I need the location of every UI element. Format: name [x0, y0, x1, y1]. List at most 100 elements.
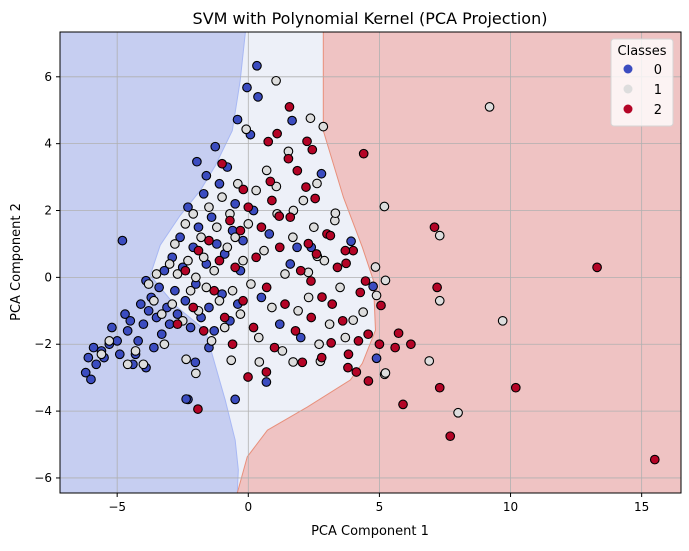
data-point-class-1 — [238, 255, 248, 266]
data-point-class-0 — [230, 394, 241, 405]
data-point-class-0 — [287, 115, 297, 126]
data-point-class-2 — [332, 262, 343, 273]
data-point-class-1 — [190, 368, 201, 379]
data-point-class-2 — [340, 245, 351, 256]
data-point-class-2 — [256, 222, 267, 233]
data-point-class-0 — [120, 309, 130, 319]
data-point-class-2 — [429, 222, 440, 233]
data-point-class-2 — [326, 338, 337, 348]
data-point-class-1 — [254, 357, 265, 367]
data-point-class-1 — [167, 299, 178, 309]
data-point-class-2 — [193, 404, 203, 414]
data-point-class-0 — [242, 82, 252, 93]
data-point-class-2 — [227, 339, 238, 350]
data-point-class-2 — [297, 357, 308, 368]
data-point-class-2 — [290, 326, 301, 336]
data-point-class-0 — [125, 315, 136, 326]
data-point-class-1 — [261, 165, 272, 176]
legend-title: Classes — [618, 44, 667, 59]
data-point-class-1 — [259, 245, 269, 256]
data-point-class-1 — [434, 295, 445, 306]
legend-label: 2 — [654, 103, 662, 118]
y-axis: −6 −4 −2 0 2 4 6 — [34, 70, 60, 485]
data-point-class-1 — [314, 339, 324, 350]
data-point-class-1 — [143, 279, 154, 289]
data-point-class-2 — [406, 339, 416, 350]
data-point-class-2 — [261, 367, 272, 377]
data-point-class-0 — [316, 168, 327, 179]
data-point-class-1 — [206, 336, 217, 346]
region-class-0 — [60, 32, 246, 493]
data-point-class-0 — [274, 319, 285, 330]
y-tick-label: 6 — [44, 70, 52, 84]
data-point-class-2 — [267, 195, 277, 206]
legend-marker-class-1 — [623, 84, 633, 94]
data-point-class-2 — [238, 184, 249, 195]
data-point-class-1 — [358, 307, 369, 317]
data-point-class-1 — [246, 279, 256, 289]
data-point-class-0 — [122, 326, 133, 336]
data-point-class-0 — [156, 329, 167, 340]
data-point-class-0 — [256, 292, 267, 303]
data-point-class-1 — [164, 259, 175, 269]
data-point-class-1 — [217, 192, 227, 202]
data-point-class-1 — [211, 222, 222, 233]
data-point-class-1 — [267, 302, 277, 313]
data-point-class-1 — [298, 195, 309, 206]
data-point-class-0 — [209, 326, 220, 336]
data-point-class-2 — [209, 285, 220, 296]
data-point-class-2 — [592, 262, 602, 273]
data-point-class-0 — [86, 374, 96, 385]
data-point-class-0 — [114, 349, 125, 360]
y-tick-label: 2 — [44, 204, 52, 218]
data-point-class-0 — [295, 332, 306, 343]
data-point-class-2 — [243, 372, 253, 382]
data-point-class-0 — [252, 60, 262, 71]
data-point-class-2 — [363, 376, 374, 386]
data-point-class-0 — [181, 394, 191, 404]
decision-boundary-1-2 — [236, 32, 376, 493]
data-point-class-0 — [201, 170, 212, 181]
data-point-class-0 — [112, 336, 123, 346]
data-point-class-2 — [198, 326, 209, 336]
data-point-class-2 — [274, 242, 285, 253]
data-point-class-2 — [248, 322, 259, 333]
y-tick-label: −4 — [34, 404, 52, 418]
data-point-class-0 — [368, 281, 378, 292]
data-point-class-2 — [285, 212, 296, 223]
data-point-class-0 — [154, 282, 164, 293]
data-point-class-0 — [193, 222, 204, 233]
data-point-class-2 — [445, 431, 456, 442]
data-point-class-1 — [170, 239, 180, 249]
data-point-class-1 — [185, 285, 196, 296]
data-point-class-2 — [398, 399, 408, 410]
data-point-class-1 — [181, 354, 191, 365]
data-point-class-1 — [222, 242, 233, 253]
data-point-class-0 — [180, 295, 191, 306]
data-point-class-0 — [83, 352, 94, 363]
data-point-class-0 — [346, 236, 356, 247]
decision-boundary-0-1 — [149, 32, 246, 493]
data-point-class-1 — [209, 265, 220, 276]
data-point-class-1 — [288, 357, 298, 367]
data-point-class-2 — [376, 300, 386, 311]
data-point-class-1 — [243, 219, 254, 229]
data-point-class-1 — [138, 359, 149, 370]
data-point-class-1 — [96, 349, 107, 360]
data-point-class-2 — [284, 102, 295, 112]
data-point-class-1 — [159, 339, 170, 350]
data-point-class-1 — [190, 272, 201, 283]
data-point-class-1 — [151, 269, 162, 279]
data-point-class-1 — [251, 185, 262, 196]
data-point-class-1 — [271, 75, 281, 86]
data-point-class-0 — [149, 342, 159, 353]
data-point-class-1 — [371, 290, 382, 301]
data-point-class-0 — [117, 235, 128, 246]
data-point-class-1 — [230, 232, 241, 243]
legend-label: 0 — [654, 63, 662, 78]
data-point-class-0 — [371, 353, 382, 364]
data-point-class-2 — [243, 202, 254, 213]
data-point-class-2 — [311, 249, 322, 259]
data-point-class-2 — [310, 193, 321, 204]
data-point-class-0 — [143, 305, 154, 316]
